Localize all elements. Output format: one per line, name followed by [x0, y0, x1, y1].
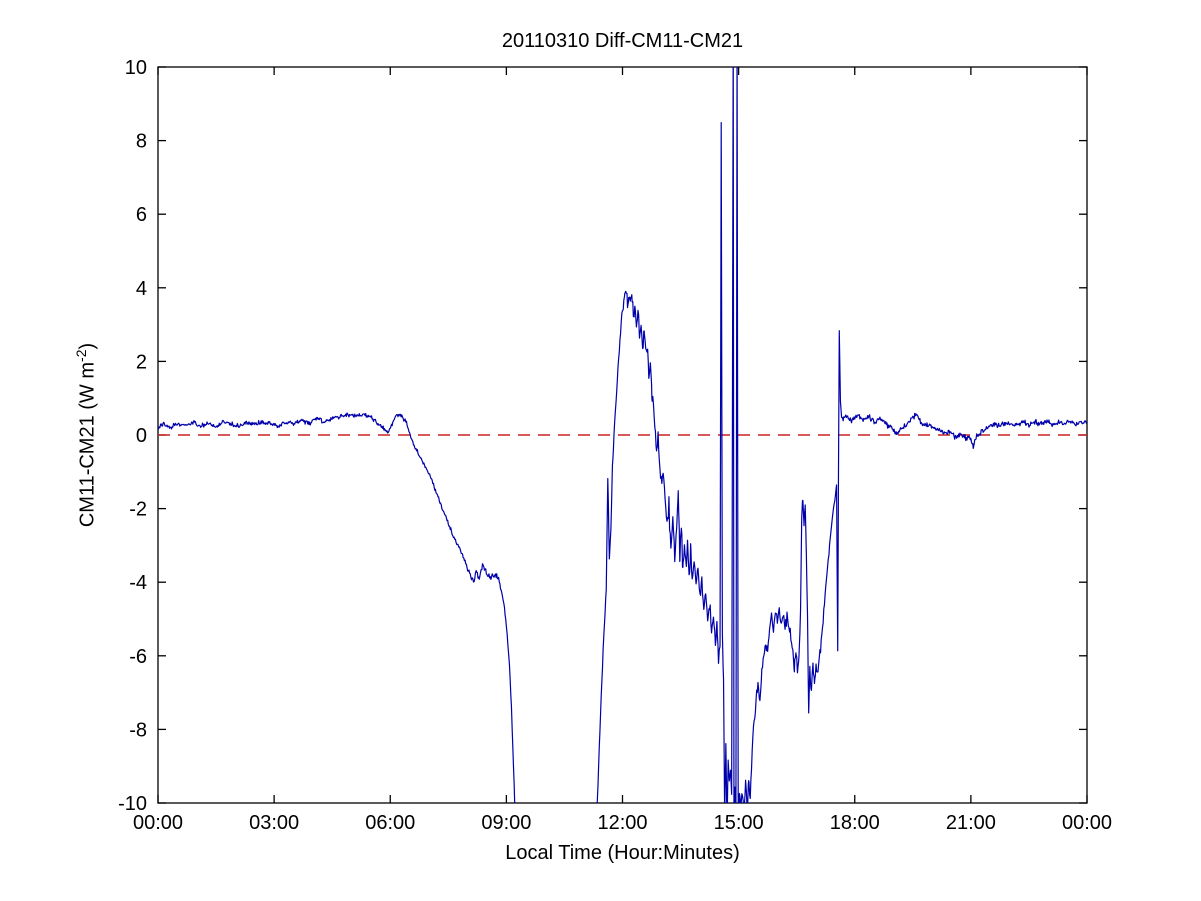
- y-tick-label: -8: [129, 719, 147, 741]
- y-tick-label: -10: [118, 793, 147, 815]
- y-tick-label: -6: [129, 646, 147, 668]
- axis-tick-labels: 00:00 03:00 06:00 09:00 12:00 15:00 18:00 21:00…: [118, 57, 1112, 834]
- y-axis-label-suffix: ): [76, 342, 99, 350]
- x-tick-label: 12:00: [597, 812, 647, 834]
- x-tick-label: 00:00: [133, 812, 183, 834]
- y-axis-label-text: CM11-CM21 (W m: [76, 361, 99, 528]
- x-tick-label: 03:00: [249, 812, 299, 834]
- x-tick-label: 00:00: [1062, 812, 1112, 834]
- y-tick-label: 6: [136, 204, 147, 226]
- y-axis-label: CM11-CM21 (W m-2): [73, 275, 103, 595]
- x-tick-label: 09:00: [481, 812, 531, 834]
- y-tick-label: -2: [129, 499, 147, 521]
- y-axis-label-superscript: -2: [73, 349, 89, 362]
- y-tick-label: 10: [125, 57, 147, 79]
- y-tick-label: 0: [136, 425, 147, 447]
- y-tick-label: 8: [136, 131, 147, 153]
- x-tick-label: 18:00: [830, 812, 880, 834]
- x-tick-label: 21:00: [946, 812, 996, 834]
- y-tick-label: 4: [136, 278, 147, 300]
- data-series-line: [158, 67, 1087, 803]
- x-tick-label: 15:00: [714, 812, 764, 834]
- chart-title: 20110310 Diff-CM11-CM21: [501, 30, 744, 52]
- x-axis-label: Local Time (Hour:Minutes): [505, 842, 740, 864]
- x-tick-label: 06:00: [365, 812, 415, 834]
- y-tick-label: -4: [129, 572, 147, 594]
- y-tick-label: 2: [136, 351, 147, 373]
